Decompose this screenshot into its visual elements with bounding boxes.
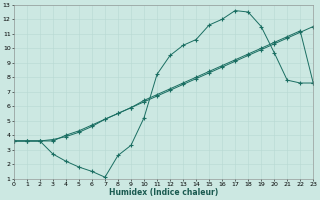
X-axis label: Humidex (Indice chaleur): Humidex (Indice chaleur) <box>109 188 218 197</box>
